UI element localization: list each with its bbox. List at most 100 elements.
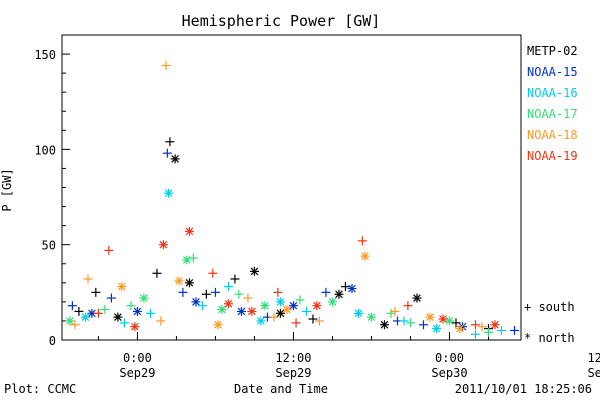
data-point bbox=[509, 325, 519, 335]
data-point bbox=[425, 312, 435, 322]
data-point bbox=[301, 306, 311, 316]
data-point bbox=[188, 253, 198, 263]
data-point bbox=[470, 329, 480, 339]
data-point bbox=[106, 293, 116, 303]
data-point bbox=[156, 316, 166, 326]
data-point bbox=[100, 305, 110, 314]
legend: METP-02 NOAA-15 NOAA-16 NOAA-17 NOAA-18 NOAA-… bbox=[527, 44, 578, 163]
data-point bbox=[399, 316, 409, 326]
data-point bbox=[170, 154, 180, 164]
x-tick-label-time: 12:00 bbox=[587, 351, 600, 365]
data-point bbox=[260, 301, 270, 311]
data-point bbox=[65, 316, 75, 326]
x-tick-label-time: 0:00 bbox=[123, 351, 152, 365]
data-point bbox=[390, 306, 400, 316]
data-point bbox=[197, 301, 207, 311]
data-point bbox=[314, 316, 324, 326]
data-point bbox=[291, 318, 301, 328]
symbol-legend: + south * north bbox=[524, 300, 575, 345]
symbol-legend-item: + south bbox=[524, 300, 575, 314]
y-axis: 0 50 100 150 bbox=[34, 48, 70, 348]
data-point bbox=[275, 297, 285, 307]
data-point bbox=[357, 236, 367, 246]
data-point bbox=[80, 312, 90, 322]
data-point bbox=[386, 308, 396, 318]
data-point bbox=[117, 282, 127, 292]
data-point bbox=[470, 320, 480, 330]
legend-item: NOAA-15 bbox=[527, 65, 578, 79]
plot-frame bbox=[61, 34, 522, 341]
legend-item: NOAA-16 bbox=[527, 86, 578, 100]
data-point bbox=[379, 320, 389, 330]
data-point bbox=[236, 306, 246, 316]
y-tick-label: 0 bbox=[49, 334, 56, 348]
data-point bbox=[223, 299, 233, 309]
data-point bbox=[273, 287, 283, 297]
data-point bbox=[321, 287, 331, 297]
x-tick-label-date: Sep29 bbox=[275, 366, 311, 380]
data-point bbox=[312, 301, 322, 311]
x-tick-label-date: Sep29 bbox=[119, 366, 155, 380]
data-point bbox=[347, 284, 357, 294]
data-point bbox=[243, 293, 253, 303]
symbol-legend-item: * north bbox=[524, 331, 575, 345]
y-tick-label: 150 bbox=[34, 48, 56, 62]
data-point bbox=[431, 324, 441, 334]
data-point bbox=[269, 312, 279, 322]
data-point bbox=[83, 274, 93, 284]
data-point bbox=[213, 320, 223, 330]
data-point bbox=[132, 306, 142, 316]
timestamp: 2011/10/01 18:25:06 bbox=[455, 382, 592, 396]
data-point bbox=[496, 325, 506, 335]
data-point bbox=[74, 306, 84, 316]
data-point bbox=[247, 306, 257, 316]
chart-title: Hemispheric Power [GW] bbox=[182, 12, 381, 30]
data-point bbox=[126, 301, 136, 311]
data-point bbox=[161, 61, 171, 70]
data-point bbox=[113, 312, 123, 322]
data-point bbox=[418, 320, 428, 330]
data-point bbox=[223, 282, 233, 292]
data-point bbox=[444, 316, 454, 326]
data-point bbox=[104, 245, 114, 255]
data-point bbox=[210, 287, 220, 297]
data-point bbox=[353, 308, 363, 318]
x-axis: 0:00Sep2912:00Sep290:00Sep3012:00Sep300:… bbox=[97, 332, 600, 380]
data-point bbox=[208, 268, 218, 278]
x-tick-label-time: 0:00 bbox=[435, 351, 464, 365]
data-point bbox=[119, 318, 129, 328]
data-point bbox=[403, 301, 413, 311]
data-point bbox=[438, 314, 448, 324]
data-point bbox=[217, 305, 227, 314]
data-point bbox=[490, 320, 500, 330]
plot-credit: Plot: CCMC bbox=[4, 382, 76, 396]
data-point bbox=[93, 308, 103, 318]
x-tick-label-date: Sep30 bbox=[431, 366, 467, 380]
legend-item: METP-02 bbox=[527, 44, 578, 58]
data-point bbox=[256, 316, 266, 326]
data-points bbox=[65, 61, 519, 339]
data-point bbox=[477, 322, 487, 332]
data-point bbox=[130, 322, 140, 332]
data-point bbox=[327, 297, 337, 307]
data-point bbox=[275, 308, 285, 318]
legend-item: NOAA-17 bbox=[527, 107, 578, 121]
data-point bbox=[152, 268, 162, 278]
data-point bbox=[288, 301, 298, 311]
x-tick-label-time: 12:00 bbox=[275, 351, 311, 365]
data-point bbox=[139, 293, 149, 303]
data-point bbox=[165, 137, 175, 147]
data-point bbox=[455, 324, 465, 334]
data-point bbox=[162, 148, 172, 158]
data-point bbox=[334, 289, 344, 299]
data-point bbox=[184, 278, 194, 288]
data-point bbox=[412, 293, 422, 303]
x-tick-label-date: Sep30 bbox=[587, 366, 600, 380]
data-point bbox=[366, 312, 376, 322]
data-point bbox=[230, 274, 240, 284]
data-point bbox=[174, 276, 184, 286]
y-tick-label: 100 bbox=[34, 143, 56, 157]
data-point bbox=[201, 289, 211, 299]
data-point bbox=[182, 255, 192, 265]
